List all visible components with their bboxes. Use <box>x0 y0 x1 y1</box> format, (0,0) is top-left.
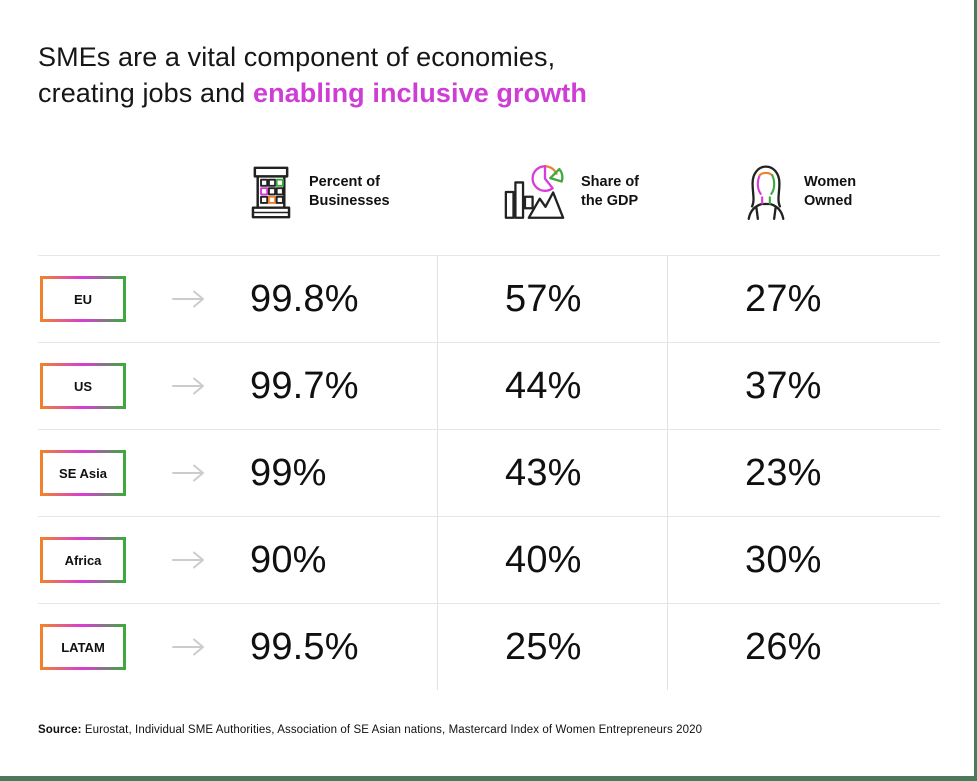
value-share-gdp: 25% <box>505 625 582 668</box>
arrow-right-icon <box>171 635 207 659</box>
table-row-us: US 99.7% 44% 37% <box>38 342 940 429</box>
header-label: Women Owned <box>804 174 857 209</box>
title-highlight: enabling inclusive growth <box>252 77 587 108</box>
value-share-gdp: 44% <box>505 364 582 407</box>
region-label: SE Asia <box>59 465 107 481</box>
column-headers: Percent of Businesses Share of the GDP <box>38 163 940 221</box>
value-percent-businesses: 99.7% <box>250 364 359 407</box>
region-badge: US <box>40 363 126 409</box>
region-label: LATAM <box>61 639 105 655</box>
value-share-gdp: 43% <box>505 451 582 494</box>
arrow-right-icon <box>171 461 207 485</box>
value-percent-businesses: 99.8% <box>250 277 359 320</box>
arrow-right-icon <box>171 287 207 311</box>
value-women-owned: 30% <box>745 538 822 581</box>
title-line-1: SMEs are a vital component of economies, <box>38 42 556 72</box>
source-note: Source: Eurostat, Individual SME Authori… <box>38 724 702 736</box>
source-label: Source: <box>38 724 82 736</box>
region-label: Africa <box>64 552 102 568</box>
arrow-right-icon <box>171 374 207 398</box>
value-share-gdp: 57% <box>505 277 582 320</box>
value-percent-businesses: 90% <box>250 538 327 581</box>
data-table: EU 99.8% 57% 27% US 99.7% 44% 37% SE Asi… <box>38 255 940 690</box>
value-share-gdp: 40% <box>505 538 582 581</box>
table-row-se-asia: SE Asia 99% 43% 23% <box>38 429 940 516</box>
region-badge: SE Asia <box>40 450 126 496</box>
title-line-2: creating jobs and enabling inclusive gro… <box>38 77 587 108</box>
value-percent-businesses: 99% <box>250 451 327 494</box>
value-women-owned: 37% <box>745 364 822 407</box>
header-share-of-gdp: Share of the GDP <box>503 163 667 221</box>
table-row-africa: Africa 90% 40% 30% <box>38 516 940 603</box>
gdp-chart-icon <box>503 163 566 221</box>
source-text: Eurostat, Individual SME Authorities, As… <box>81 724 703 736</box>
header-label: Percent of Businesses <box>309 174 390 209</box>
woman-icon <box>743 163 789 221</box>
table-row-latam: LATAM 99.5% 25% 26% <box>38 603 940 690</box>
value-women-owned: 27% <box>745 277 822 320</box>
value-percent-businesses: 99.5% <box>250 625 359 668</box>
table-row-eu: EU 99.8% 57% 27% <box>38 255 940 342</box>
value-women-owned: 23% <box>745 451 822 494</box>
header-women-owned: Women Owned <box>743 163 940 221</box>
page-title: SMEs are a vital component of economies,… <box>38 40 587 112</box>
region-badge: EU <box>40 276 126 322</box>
region-badge: Africa <box>40 537 126 583</box>
value-women-owned: 26% <box>745 625 822 668</box>
region-label: US <box>73 378 93 394</box>
region-badge: LATAM <box>40 624 126 670</box>
arrow-right-icon <box>171 548 207 572</box>
header-percent-of-businesses: Percent of Businesses <box>248 163 437 221</box>
building-icon <box>248 164 294 221</box>
header-label: Share of the GDP <box>581 174 640 209</box>
region-label: EU <box>73 291 93 307</box>
